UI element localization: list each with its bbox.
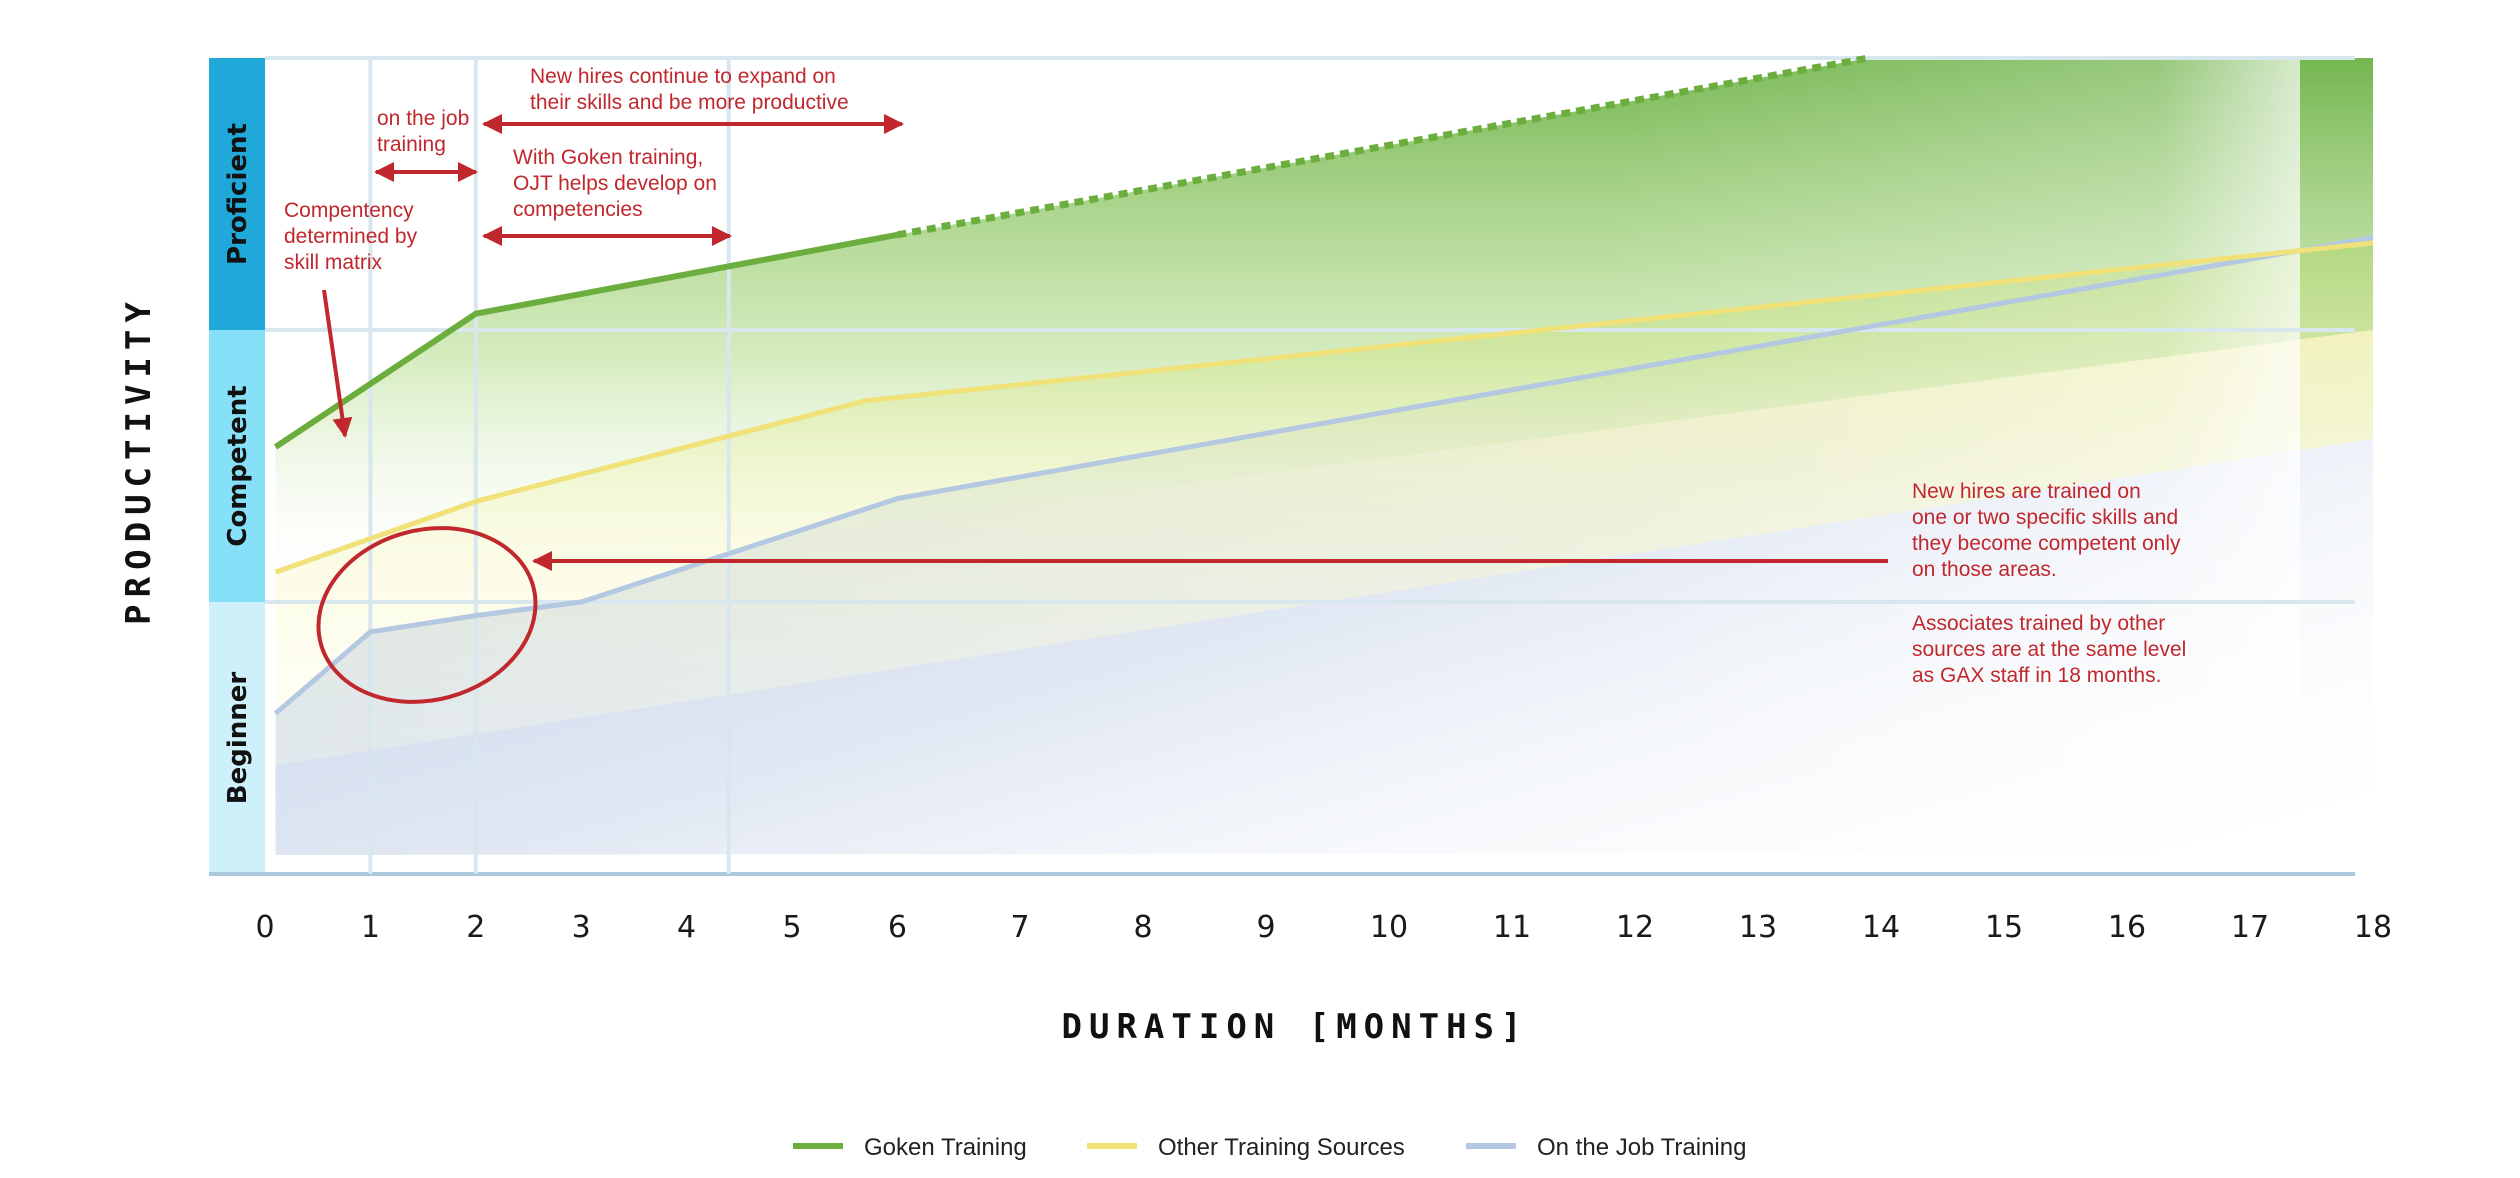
x-tick-label: 4 [677, 910, 696, 945]
x-tick-label: 6 [888, 910, 907, 945]
band-proficient [209, 58, 265, 330]
legend-label-goken: Goken Training [864, 1134, 1027, 1161]
line-on-the-job-training [273, 235, 2374, 716]
x-axis-ticks: 0 1 2 3 4 5 6 7 8 9 10 11 12 13 14 15 16 17 18 [255, 910, 2392, 945]
annotation-texts: on the job training New hires continue t… [284, 65, 2192, 687]
x-tick-label: 18 [2354, 910, 2392, 945]
x-axis-title: DURATION [MONTHS] [1062, 1007, 1529, 1047]
x-tick-label: 17 [2231, 910, 2269, 945]
annotation-line: skill matrix [284, 251, 382, 274]
x-tick-label: 2 [466, 910, 485, 945]
annotation-compentency: Compentency determined by skill matrix [284, 199, 423, 274]
plot-area [275, 58, 2373, 874]
annotation-line: as GAX staff in 18 months. [1912, 664, 2161, 687]
x-tick-label: 0 [255, 910, 274, 945]
annotation-line: sources are at the same level [1912, 638, 2186, 661]
legend-label-ojt: On the Job Training [1537, 1134, 1746, 1161]
annotation-on-the-job-training: on the job training [377, 107, 475, 156]
annotation-line: they become competent only [1912, 532, 2181, 555]
x-tick-label: 1 [361, 910, 380, 945]
annotation-line: one or two specific skills and [1912, 506, 2178, 529]
line-goken-training [273, 231, 898, 450]
annotation-line: competencies [513, 198, 643, 221]
annotation-line: OJT helps develop on [513, 172, 717, 195]
highlight-ellipse [316, 526, 538, 704]
x-tick-label: 11 [1493, 910, 1531, 945]
x-tick-label: 3 [572, 910, 591, 945]
legend: Goken Training Other Training Sources On… [793, 1134, 1746, 1161]
annotation-trained-skills: New hires are trained on one or two spec… [1912, 480, 2186, 581]
annotation-line: on those areas. [1912, 558, 2057, 581]
legend-label-other: Other Training Sources [1158, 1134, 1405, 1161]
x-tick-label: 15 [1985, 910, 2023, 945]
x-tick-label: 9 [1256, 910, 1275, 945]
arrow-compentency [322, 289, 353, 438]
x-tick-label: 10 [1370, 910, 1408, 945]
x-tick-label: 12 [1616, 910, 1654, 945]
x-tick-label: 7 [1010, 910, 1029, 945]
month-markers [368, 58, 731, 874]
x-tick-label: 16 [2108, 910, 2146, 945]
productivity-bands: Beginner Competent Proficient [209, 58, 265, 874]
annotation-marks [316, 114, 1888, 704]
x-tick-label: 5 [782, 910, 801, 945]
gridlines [265, 56, 2355, 604]
x-tick-label: 13 [1739, 910, 1777, 945]
annotation-line: training [377, 133, 446, 156]
annotation-line: With Goken training, [513, 146, 703, 169]
annotation-line: New hires continue to expand on [530, 65, 836, 88]
line-other-training-sources [274, 240, 2374, 575]
annotation-line: determined by [284, 225, 418, 248]
x-tick-label: 14 [1862, 910, 1900, 945]
annotation-goken-training: With Goken training, OJT helps develop o… [513, 146, 723, 221]
annotation-line: their skills and be more productive [530, 91, 849, 114]
annotation-line: on the job [377, 107, 469, 130]
annotation-line: Compentency [284, 199, 414, 222]
area-fade-overlay [1600, 58, 2300, 874]
band-competent [209, 330, 265, 602]
annotation-expand-skills: New hires continue to expand on their sk… [530, 65, 849, 114]
annotation-line: Associates trained by other [1912, 612, 2165, 635]
band-label-beginner: Beginner [223, 672, 253, 805]
series-lines [273, 54, 2374, 716]
band-label-proficient: Proficient [223, 123, 253, 265]
annotation-line: New hires are trained on [1912, 480, 2141, 503]
x-tick-label: 8 [1133, 910, 1152, 945]
y-axis-title: PRODUCTIVITY [119, 295, 159, 625]
band-beginner [209, 602, 265, 874]
band-label-competent: Competent [223, 385, 253, 546]
annotation-associates: Associates trained by other sources are … [1912, 612, 2192, 687]
